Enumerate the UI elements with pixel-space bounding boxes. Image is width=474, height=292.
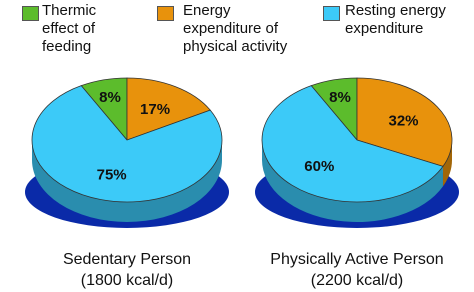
chart-subtitle: (1800 kcal/d) [81,272,174,289]
data-label: 8% [329,89,351,106]
legend-label: Energy expenditure of physical activity [183,2,288,55]
data-label: 8% [99,89,121,106]
pie-slice [126,77,211,141]
legend-label: Resting energy expenditure [345,2,446,37]
pie-side [32,140,222,222]
data-label: 60% [304,158,334,175]
pie-slice [261,85,444,203]
legend-swatch [323,6,340,21]
legend-label: Thermic effect of feeding [42,2,97,55]
data-label: 32% [389,113,419,130]
legend-swatch [157,6,174,21]
chart-title: Physically Active Person [270,251,443,268]
chart-subtitle: (2200 kcal/d) [311,272,404,289]
chart-title: Sedentary Person [63,251,191,268]
pie-slice [356,77,453,167]
legend-swatch [22,6,39,21]
data-label: 75% [97,167,127,184]
pie-slice [31,85,223,203]
pie-side [442,140,452,187]
pie-side [262,140,443,222]
data-label: 17% [140,101,170,118]
